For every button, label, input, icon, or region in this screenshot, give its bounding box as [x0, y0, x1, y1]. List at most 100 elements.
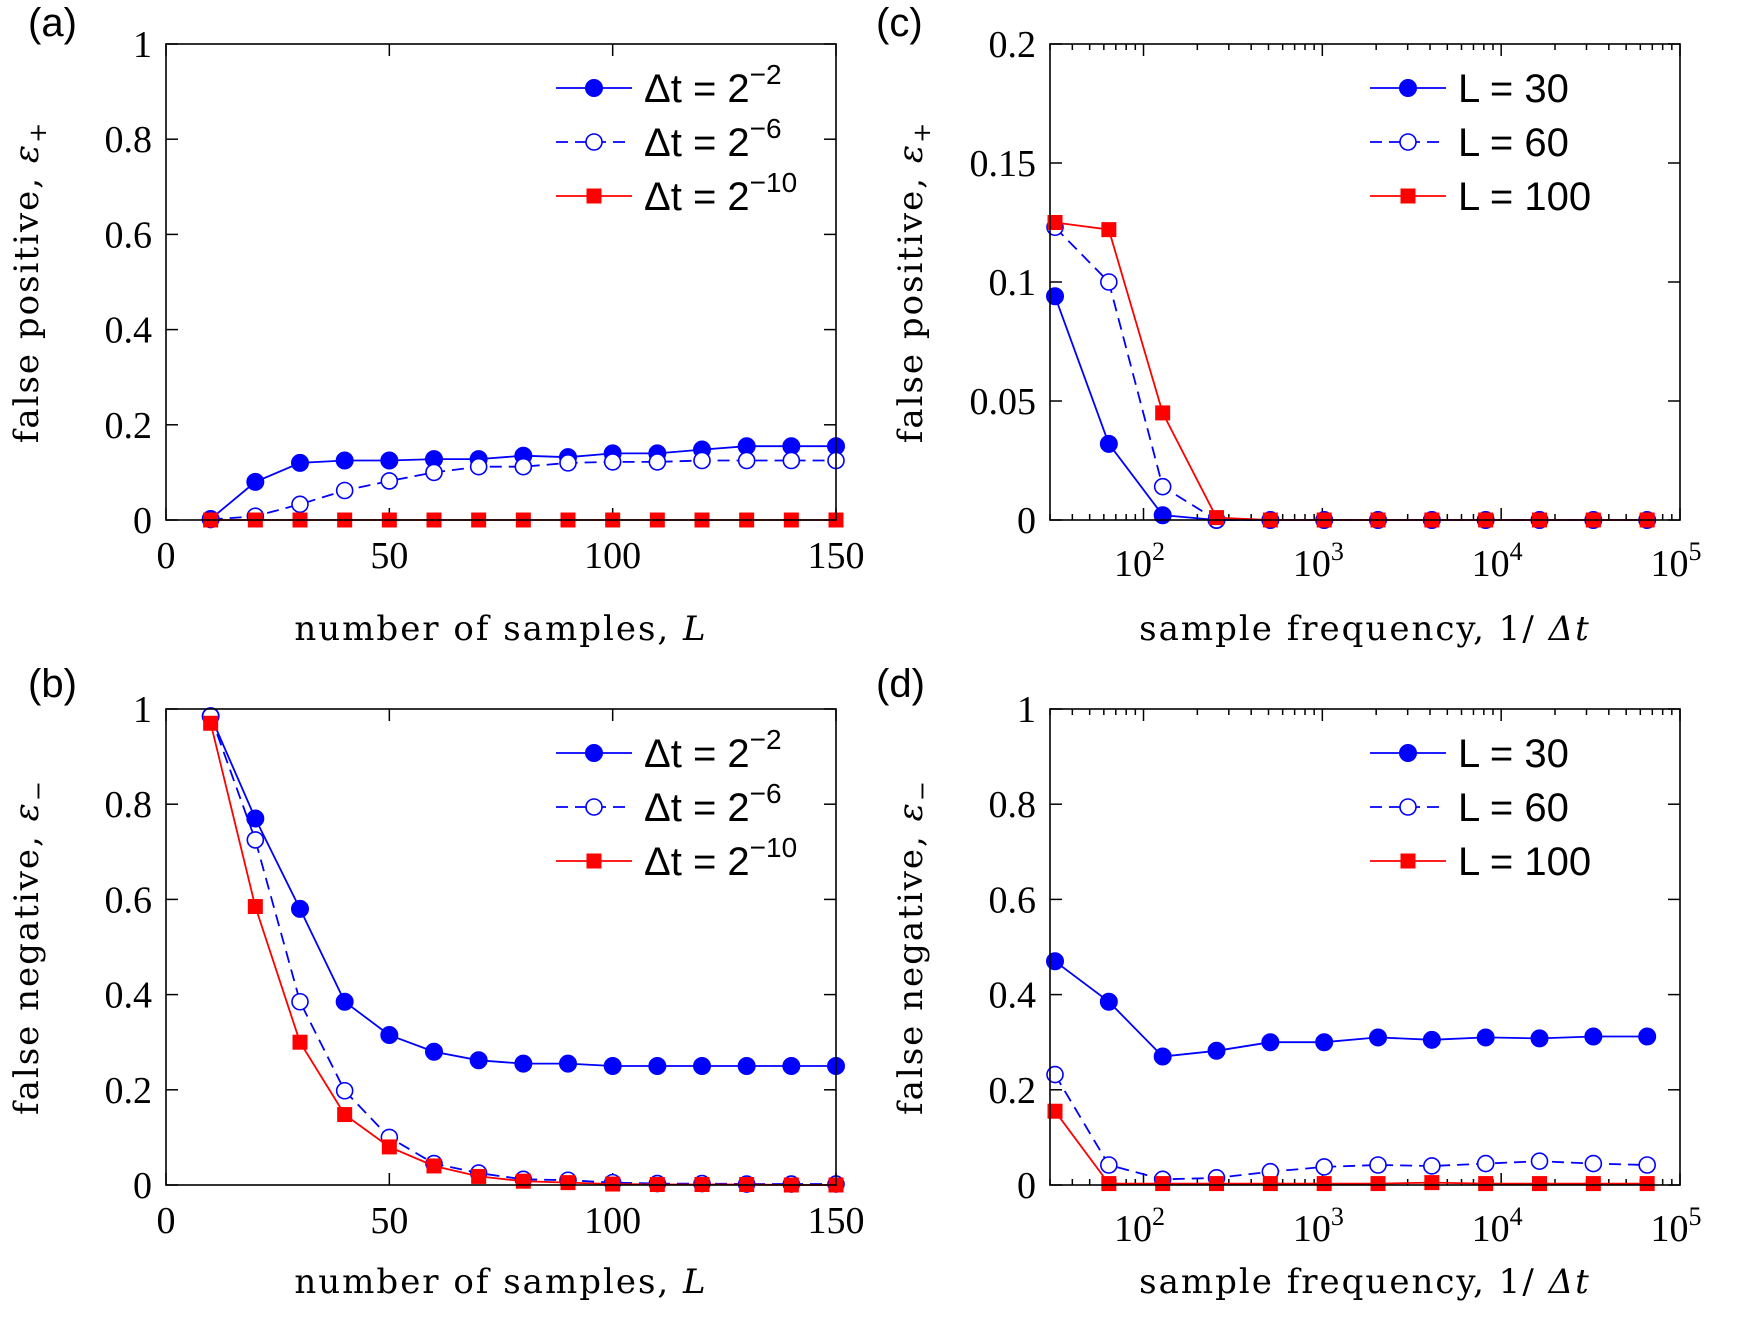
axis-ticks [1049, 43, 1681, 521]
panel-c: (c) 0 0.05 0.1 0.15 0.2 102 103 104 105 sample fre… [876, 1, 1702, 649]
x-axis-title: sample frequency, 1/ Δt [1139, 609, 1591, 649]
data-point-circle [585, 79, 603, 97]
y-tick-label: 0.8 [105, 784, 153, 826]
y-tick-label: 0.6 [105, 879, 153, 921]
data-point-circle [291, 899, 309, 918]
data-point-open-circle [603, 453, 622, 471]
data-point-square [1047, 1103, 1063, 1119]
panel-b: (b) 0 0.2 0.4 0.6 0.8 1 0 50 100 150 number of samp… [7, 662, 865, 1302]
y-tick-label: 0.15 [970, 143, 1037, 185]
data-point-circle [425, 1042, 443, 1061]
data-point-circle [1046, 287, 1065, 306]
plot-frame [1049, 708, 1681, 1186]
y-axis-title: false negative, ε− [891, 779, 936, 1115]
panel-label: (d) [876, 662, 925, 706]
axis-ticks [1049, 708, 1681, 1186]
data-point-square [586, 853, 602, 869]
data-point-square [1400, 188, 1416, 204]
series-line [1054, 960, 1648, 1058]
series-line [1054, 295, 1648, 521]
legend-label: Δt = 2−2 [644, 724, 782, 776]
data-point-open-circle [1315, 1158, 1333, 1176]
panel-label: (a) [28, 1, 77, 45]
data-point-square [560, 1175, 576, 1191]
data-point-circle [1369, 1028, 1388, 1047]
y-tick-label: 1 [1017, 689, 1036, 731]
y-axis-title: false positive, ε+ [891, 121, 936, 444]
data-point-circle [1099, 434, 1118, 453]
data-point-open-circle [693, 451, 711, 470]
data-point-circle [1422, 1030, 1441, 1049]
y-tick-label: 0.05 [970, 381, 1037, 423]
data-point-open-circle [1530, 1152, 1549, 1170]
data-point-square [381, 1139, 397, 1155]
y-tick-label: 0.4 [105, 310, 153, 352]
data-point-square [1639, 1176, 1655, 1192]
series-group [201, 707, 845, 1193]
data-point-square [1262, 1176, 1278, 1192]
data-point-circle [1476, 1028, 1495, 1047]
y-tick-label: 0.2 [989, 1070, 1037, 1112]
data-point-square [515, 1173, 531, 1189]
data-point-square [1370, 1176, 1386, 1192]
data-point-circle [380, 1026, 399, 1045]
data-point-square [1316, 1176, 1332, 1192]
data-point-square [1155, 405, 1171, 421]
data-point-open-circle [1369, 1156, 1387, 1174]
series-line [1054, 226, 1648, 521]
data-point-open-circle [585, 133, 603, 151]
y-tick-label: 0.8 [105, 119, 153, 161]
series-1 [201, 451, 845, 529]
data-point-circle [559, 1054, 577, 1073]
plot-frame [165, 43, 837, 521]
data-point-open-circle [380, 472, 399, 490]
data-point-square [586, 188, 602, 204]
y-tick-label: 0 [133, 1165, 152, 1207]
data-point-circle [246, 472, 265, 491]
data-point-open-circle [246, 831, 265, 849]
data-point-circle [603, 1057, 622, 1075]
legend: L = 30 L = 60 L = 100 [1370, 67, 1591, 219]
data-point-open-circle [585, 798, 603, 816]
y-tick-label: 0.1 [989, 262, 1037, 304]
data-point-square [1209, 510, 1225, 526]
x-tick-label: 50 [370, 1200, 408, 1242]
data-point-open-circle [1584, 1154, 1603, 1173]
data-point-square [1155, 1176, 1171, 1192]
data-point-square [1047, 215, 1063, 230]
data-point-square [605, 1176, 621, 1192]
x-tick-label: 50 [370, 535, 408, 577]
y-tick-label: 0.2 [105, 405, 153, 447]
data-point-circle [1399, 744, 1417, 762]
data-point-square [1478, 1176, 1494, 1192]
data-point-square [1585, 1176, 1601, 1192]
data-point-open-circle [1638, 1156, 1656, 1174]
data-point-square [1424, 1175, 1440, 1191]
x-axis-title: sample frequency, 1/ Δt [1139, 1262, 1591, 1302]
data-point-square [292, 1034, 308, 1050]
series-0 [1046, 952, 1657, 1066]
data-point-circle [1153, 506, 1172, 525]
panel-label: (b) [28, 662, 77, 706]
legend-label: L = 30 [1458, 732, 1569, 776]
data-point-circle [514, 1054, 533, 1073]
x-axis-title: number of samples, L [294, 1262, 707, 1302]
data-point-circle [648, 1057, 667, 1075]
legend-label: L = 100 [1458, 840, 1591, 884]
data-point-open-circle [1100, 273, 1118, 291]
x-tick-label: 104 [1472, 537, 1523, 585]
data-point-circle [1261, 1033, 1280, 1052]
panel-d: (d) 0 0.2 0.4 0.6 0.8 1 102 103 104 105 sample freq… [876, 662, 1702, 1302]
data-point-circle [1046, 952, 1065, 971]
legend-label: Δt = 2−10 [644, 167, 797, 219]
y-axis-title: false negative, ε− [7, 779, 52, 1115]
y-tick-label: 1 [133, 24, 152, 66]
x-tick-label: 0 [157, 535, 176, 577]
legend-label: Δt = 2−6 [644, 778, 782, 830]
data-point-open-circle [469, 457, 488, 476]
x-tick-label: 102 [1114, 537, 1165, 585]
data-point-open-circle [291, 992, 309, 1011]
data-point-open-circle [782, 451, 801, 470]
legend: Δt = 2−2Δt = 2−6Δt = 2−10 [556, 724, 797, 884]
